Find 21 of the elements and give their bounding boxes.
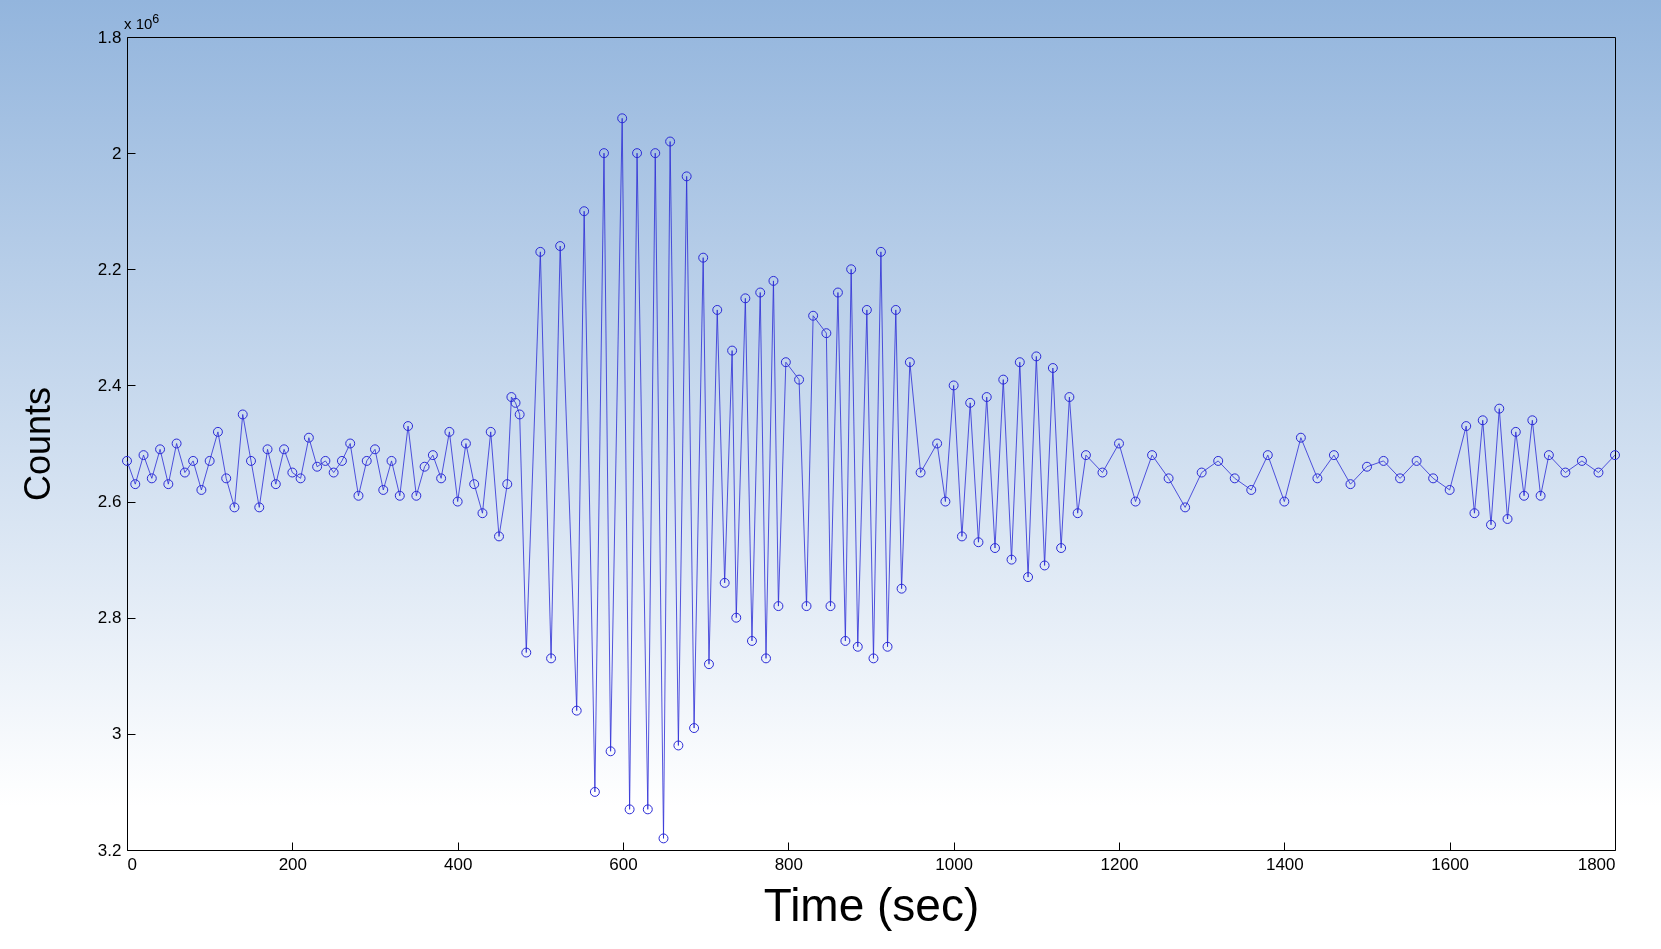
x-tick-label: 400 <box>443 854 473 874</box>
x-tick-label: 1800 <box>1577 854 1616 874</box>
y-tick-label: 2.4 <box>97 375 122 395</box>
y-tick-label: 2.8 <box>97 608 122 628</box>
x-axis-title: Time (sec) <box>763 878 980 931</box>
y-tick-label: 2.6 <box>97 492 122 512</box>
x-tick-label: 1200 <box>1100 854 1139 874</box>
x-tick-label: 800 <box>774 854 804 874</box>
x-tick-label: 200 <box>278 854 308 874</box>
y-tick-label: 3.2 <box>97 840 122 860</box>
x-tick-label: 0 <box>127 854 137 874</box>
text: x 10$^{6}$ <box>124 12 160 32</box>
y-axis-title: Counts <box>16 386 58 502</box>
y-tick-label: 2 <box>112 143 122 163</box>
y-tick-label: 2.2 <box>97 259 122 279</box>
x-tick-label: 1400 <box>1265 854 1304 874</box>
x-tick-label: 600 <box>609 854 638 874</box>
y-tick-label: 1.8 <box>97 27 122 47</box>
x-tick-label: 1600 <box>1431 854 1470 874</box>
x-tick-label: 1000 <box>935 854 974 874</box>
y-tick-label: 3 <box>112 724 122 744</box>
